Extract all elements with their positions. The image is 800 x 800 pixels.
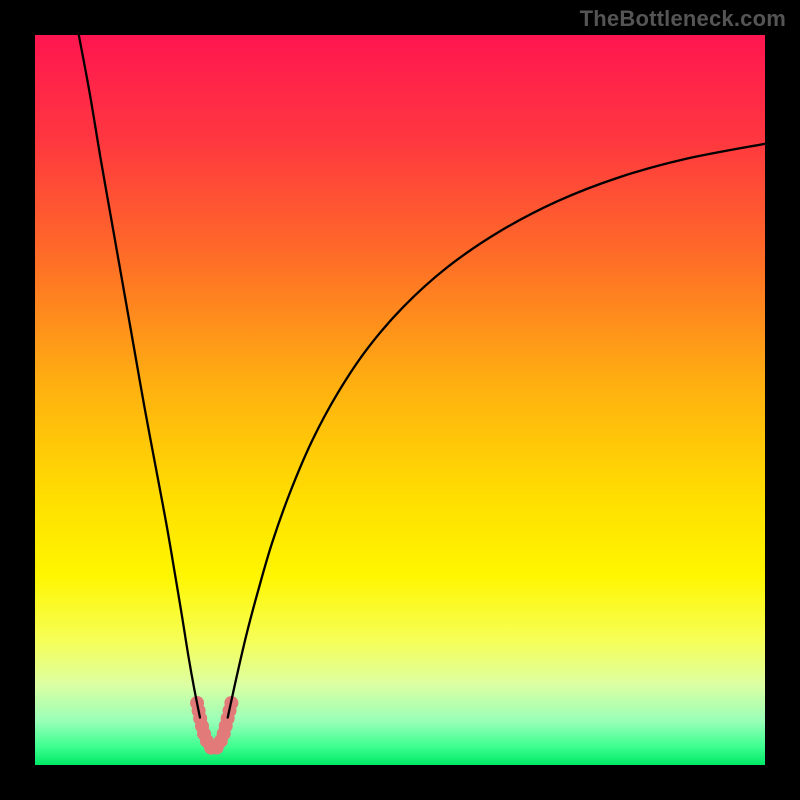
gradient-background xyxy=(35,35,765,765)
plot-svg xyxy=(35,35,765,765)
chart-canvas: TheBottleneck.com xyxy=(0,0,800,800)
watermark-text: TheBottleneck.com xyxy=(580,6,786,32)
plot-area xyxy=(35,35,765,765)
